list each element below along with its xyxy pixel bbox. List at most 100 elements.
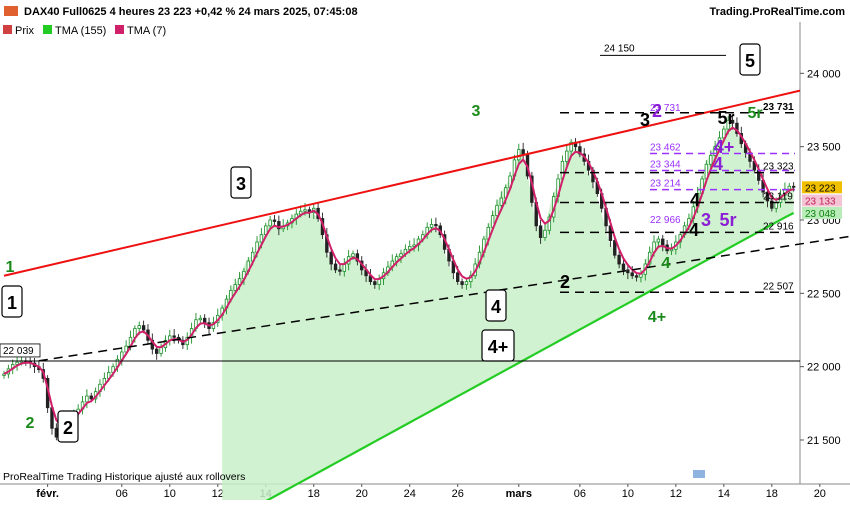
wave-label-purple: 2 xyxy=(652,101,662,121)
candle-body xyxy=(355,253,360,262)
candle-body xyxy=(543,229,547,238)
wave-label-green: 4+ xyxy=(648,309,666,326)
wave-label-black: 2 xyxy=(63,418,73,438)
wave-label-purple: 5r xyxy=(719,210,736,230)
candle-body xyxy=(630,272,634,277)
candle-body xyxy=(709,155,713,165)
wave-label-black: 3 xyxy=(640,110,650,130)
x-tick-label: 12 xyxy=(212,488,224,500)
candle-body xyxy=(351,253,355,258)
tma155-fill-area xyxy=(222,120,794,505)
candle-body xyxy=(429,223,434,228)
wave-label-box xyxy=(57,410,79,443)
candle-body xyxy=(565,150,569,162)
candle-body xyxy=(770,200,774,209)
x-tick-label: févr. xyxy=(36,488,59,500)
candle-body xyxy=(408,245,412,250)
wave-label-box xyxy=(481,329,515,362)
level-box-22039 xyxy=(0,343,41,358)
wave-label-black: 5r xyxy=(717,108,734,128)
purple-level-label: 22 966 xyxy=(650,215,681,226)
x-tick-label: 18 xyxy=(308,488,320,500)
candle-body xyxy=(726,119,730,130)
candle-body xyxy=(202,317,207,324)
y-tick-label: 22 000 xyxy=(807,362,841,374)
header: DAX40 Full0625 4 heures 23 223 +0,42 % 2… xyxy=(4,6,845,18)
candle-body xyxy=(259,234,264,243)
level-label-23731: 23 731 xyxy=(763,102,794,113)
candle-body xyxy=(159,347,163,354)
y-tick-label: 24 000 xyxy=(807,68,841,80)
wave-label-black: 4 xyxy=(690,190,700,210)
wave-label-black: 4 xyxy=(689,220,699,240)
x-tick-label: mars xyxy=(506,488,532,500)
price-label-text: 23 133 xyxy=(805,196,836,207)
purple-level-label: 23 214 xyxy=(650,179,681,190)
candle-body xyxy=(717,137,722,148)
candle-body xyxy=(373,281,377,285)
candle-body xyxy=(141,325,146,331)
candle-body xyxy=(661,238,665,246)
wave-label-purple: 4 xyxy=(713,154,723,174)
candle-body xyxy=(517,149,521,161)
legend-swatch-prix xyxy=(3,25,12,34)
x-tick-label: 12 xyxy=(670,488,682,500)
scroll-marker[interactable] xyxy=(693,470,705,478)
x-tick-label: 18 xyxy=(766,488,778,500)
x-tick-label: 10 xyxy=(164,488,176,500)
candle-body xyxy=(460,281,464,285)
level-label-22507: 22 507 xyxy=(763,281,794,292)
wave-label-green: 5r xyxy=(747,105,762,122)
candle-body xyxy=(434,223,438,227)
price-label-box xyxy=(802,206,842,219)
candle-body xyxy=(303,209,307,212)
y-tick-label: 21 500 xyxy=(807,435,841,447)
candle-body xyxy=(277,221,281,230)
candle-body xyxy=(787,185,791,190)
candle-body xyxy=(730,119,735,124)
wave-label-green: 2 xyxy=(26,415,35,432)
candle-body xyxy=(538,225,543,239)
tma7-line xyxy=(3,126,794,427)
x-tick-label: 26 xyxy=(452,488,464,500)
purple-level-label: 23 344 xyxy=(650,160,681,171)
candle-body xyxy=(495,204,499,216)
candle-body xyxy=(569,141,573,152)
footer-note: ProRealTime Trading Historique ajusté au… xyxy=(3,471,245,483)
candle-body xyxy=(613,240,617,256)
level-label-24150: 24 150 xyxy=(604,43,635,54)
candle-body xyxy=(333,263,338,271)
candle-body xyxy=(237,278,242,285)
candle-body xyxy=(172,335,176,338)
candle-body xyxy=(626,269,630,274)
legend-label-tma155: TMA (155) xyxy=(55,25,106,37)
candle-body xyxy=(499,197,504,206)
wave-label-purple: 3 xyxy=(701,210,711,230)
wave-label-green: 1 xyxy=(6,259,15,276)
tma155-line xyxy=(256,211,795,505)
brand-label: Trading.ProRealTime.com xyxy=(709,6,845,18)
chart-scroll-icon[interactable] xyxy=(693,470,705,478)
x-tick-label: 06 xyxy=(574,488,586,500)
chart-title: DAX40 Full0625 4 heures 23 223 +0,42 % 2… xyxy=(24,6,358,18)
candle-body xyxy=(722,128,726,139)
x-tick-label: 20 xyxy=(356,488,368,500)
wave-label-black: 1 xyxy=(7,293,17,313)
legend-label-prix: Prix xyxy=(15,25,34,37)
candle-body xyxy=(621,263,626,271)
candle-body xyxy=(713,146,717,156)
legend: Prix TMA (155) TMA (7) xyxy=(3,25,166,37)
wave-label-black: 2 xyxy=(560,272,570,292)
wave-label-black: 4+ xyxy=(488,337,509,357)
candle-body xyxy=(456,272,460,282)
wave-label-green: 3 xyxy=(472,103,481,120)
candle-body xyxy=(617,254,621,265)
candle-body xyxy=(54,427,59,438)
candle-body xyxy=(137,325,141,329)
x-tick-label: 14 xyxy=(718,488,730,500)
candle-body xyxy=(268,219,272,227)
wave-label-black: 5 xyxy=(745,51,755,71)
